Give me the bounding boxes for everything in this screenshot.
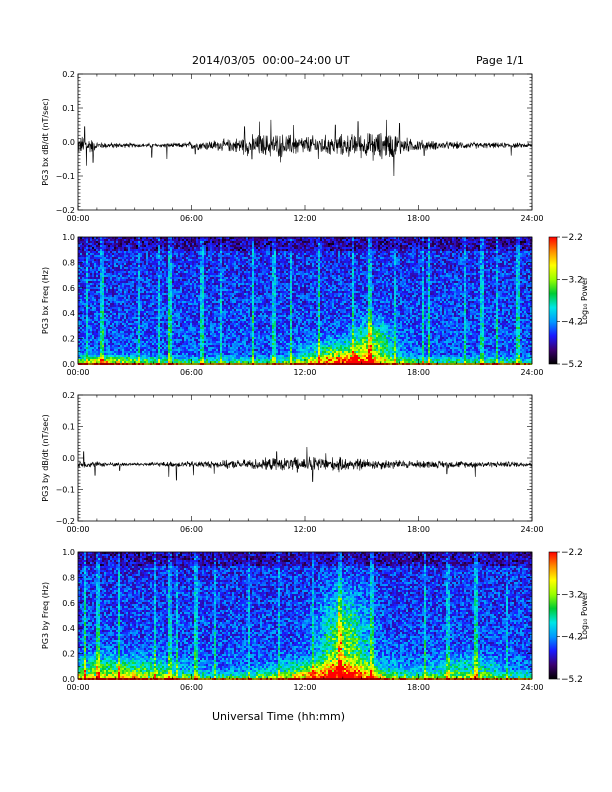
x-tick-label: 18:00 [407, 683, 430, 692]
y-tick-label: −0.1 [56, 172, 75, 181]
y-axis-label: PG3 bx dB/dt (nT/sec) [41, 98, 50, 185]
colorbar-tick-label: −5.2 [561, 675, 583, 685]
y-tick-label: 0.8 [62, 258, 75, 267]
y-tick-label: 0.2 [62, 70, 75, 79]
y-tick-label: 0.8 [62, 573, 75, 582]
y-tick-label: −0.2 [56, 206, 75, 215]
y-tick-label: 0.6 [62, 284, 75, 293]
x-tick-label: 06:00 [180, 368, 203, 377]
spectrogram-cells [78, 237, 532, 365]
panel-1: 00:00 06:00 12:00 18:00 24:00 0.2 0.1 0.0 −0.1 −0… [41, 70, 544, 223]
y-tick-label: 0.0 [62, 360, 75, 369]
x-tick-label: 12:00 [293, 368, 316, 377]
x-tick-label: 12:00 [293, 214, 316, 223]
x-tick-label: 18:00 [407, 214, 430, 223]
x-tick-label: 24:00 [520, 214, 543, 223]
page: 2014/03/05 00:00–24:00 UT Page 1/1 00:00… [0, 0, 612, 792]
x-tick-label: 24:00 [520, 368, 543, 377]
y-tick-label: 1.0 [62, 548, 75, 557]
y-tick-label: 0.0 [62, 138, 75, 147]
x-tick-label: 12:00 [293, 525, 316, 534]
x-tick-label: 24:00 [520, 683, 543, 692]
x-tick-label: 00:00 [66, 525, 89, 534]
colorbar-tick-label: −2.2 [561, 233, 583, 243]
colorbar-tick-label: −5.2 [561, 360, 583, 370]
x-tick-label: 00:00 [66, 214, 89, 223]
colorbar-tick-label: −2.2 [561, 548, 583, 558]
colorbar [549, 552, 557, 679]
y-tick-label: 0.2 [62, 650, 75, 659]
y-tick-label: 0.4 [62, 309, 75, 318]
y-tick-label: −0.2 [56, 517, 75, 526]
x-tick-label: 00:00 [66, 683, 89, 692]
y-tick-label: 0.4 [62, 624, 75, 633]
y-tick-label: 0.0 [62, 675, 75, 684]
colorbar-label: Log₁₀ Power [580, 591, 589, 639]
y-tick-label: 0.1 [62, 423, 75, 432]
chart-canvas: 00:00 06:00 12:00 18:00 24:00 0.2 0.1 0.0 −0.1 −0… [0, 0, 612, 792]
x-tick-label: 18:00 [407, 368, 430, 377]
panel-3: 00:00 06:00 12:00 18:00 24:00 0.2 0.1 0.0 −0.1 −0… [41, 391, 544, 534]
colorbar-label: Log₁₀ Power [580, 276, 589, 324]
x-tick-label: 06:00 [180, 683, 203, 692]
x-tick-label: 06:00 [180, 214, 203, 223]
y-tick-label: 0.0 [62, 454, 75, 463]
x-tick-label: 00:00 [66, 368, 89, 377]
y-tick-label: 1.0 [62, 233, 75, 242]
data-trace [78, 120, 532, 176]
y-tick-label: 0.2 [62, 391, 75, 400]
y-axis-label: PG3 bx Freq (Hz) [41, 267, 50, 334]
y-tick-label: −0.1 [56, 486, 75, 495]
y-tick-label: 0.6 [62, 599, 75, 608]
data-trace [78, 447, 532, 482]
y-axis-label: PG3 by Freq (Hz) [41, 582, 50, 649]
x-tick-label: 24:00 [520, 525, 543, 534]
x-tick-label: 06:00 [180, 525, 203, 534]
x-axis-label: Universal Time (hh:mm) [212, 710, 345, 723]
panel-frame [78, 395, 532, 521]
y-tick-label: 0.2 [62, 335, 75, 344]
y-axis-label: PG3 by dB/dt (nT/sec) [41, 414, 50, 501]
spectrogram-cells [78, 552, 532, 680]
x-tick-label: 18:00 [407, 525, 430, 534]
x-tick-label: 12:00 [293, 683, 316, 692]
y-tick-label: 0.1 [62, 104, 75, 113]
colorbar [549, 237, 557, 364]
